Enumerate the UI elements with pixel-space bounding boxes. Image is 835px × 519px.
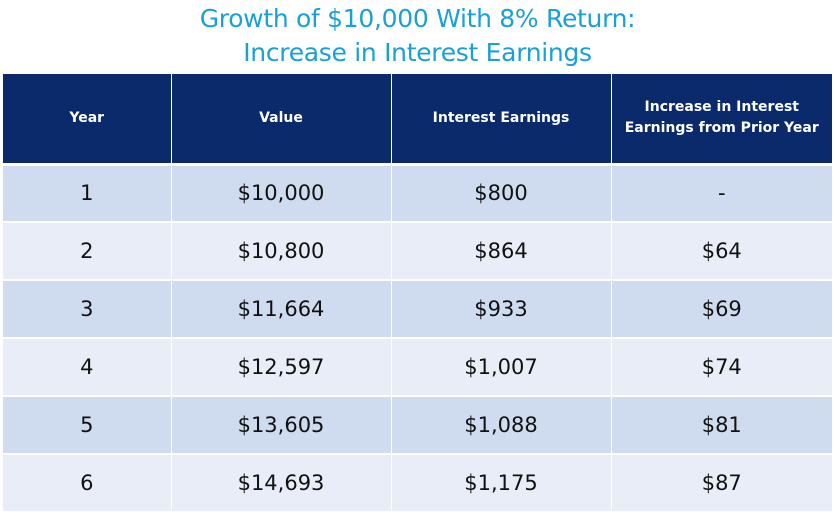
cell-year: 3 [3,280,171,339]
cell-year: 4 [3,338,171,397]
cell-value: $14,693 [170,454,391,513]
header-interest-earnings: Interest Earnings [390,74,611,166]
cell-value: $12,597 [170,338,391,397]
table-row: 2 $10,800 $864 $64 [3,222,832,281]
cell-interest: $800 [390,164,611,223]
cell-increase: $87 [610,454,832,513]
table-row: 6 $14,693 $1,175 $87 [3,454,832,513]
cell-value: $10,000 [170,164,391,223]
table-row: 4 $12,597 $1,007 $74 [3,338,832,397]
cell-interest: $933 [390,280,611,339]
cell-year: 1 [3,164,171,223]
header-increase-in-interest: Increase in Interest Earnings from Prior… [610,74,832,166]
chart-title-line-2: Increase in Interest Earnings [243,38,592,67]
cell-value: $11,664 [170,280,391,339]
cell-value: $13,605 [170,396,391,455]
cell-increase: - [610,164,832,223]
header-value: Value [170,74,391,166]
cell-increase: $74 [610,338,832,397]
table-row: 5 $13,605 $1,088 $81 [3,396,832,455]
table-row: 3 $11,664 $933 $69 [3,280,832,339]
cell-year: 6 [3,454,171,513]
cell-interest: $1,175 [390,454,611,513]
table-header-row: Year Value Interest Earnings Increase in… [3,74,832,166]
cell-interest: $1,007 [390,338,611,397]
cell-year: 2 [3,222,171,281]
cell-interest: $864 [390,222,611,281]
interest-earnings-table: Year Value Interest Earnings Increase in… [3,74,832,513]
cell-increase: $81 [610,396,832,455]
cell-increase: $69 [610,280,832,339]
cell-year: 5 [3,396,171,455]
cell-increase: $64 [610,222,832,281]
cell-value: $10,800 [170,222,391,281]
chart-title: Growth of $10,000 With 8% Return: Increa… [0,2,835,70]
table-row: 1 $10,000 $800 - [3,164,832,223]
chart-title-line-1: Growth of $10,000 With 8% Return: [199,4,636,33]
header-year: Year [3,74,171,166]
cell-interest: $1,088 [390,396,611,455]
